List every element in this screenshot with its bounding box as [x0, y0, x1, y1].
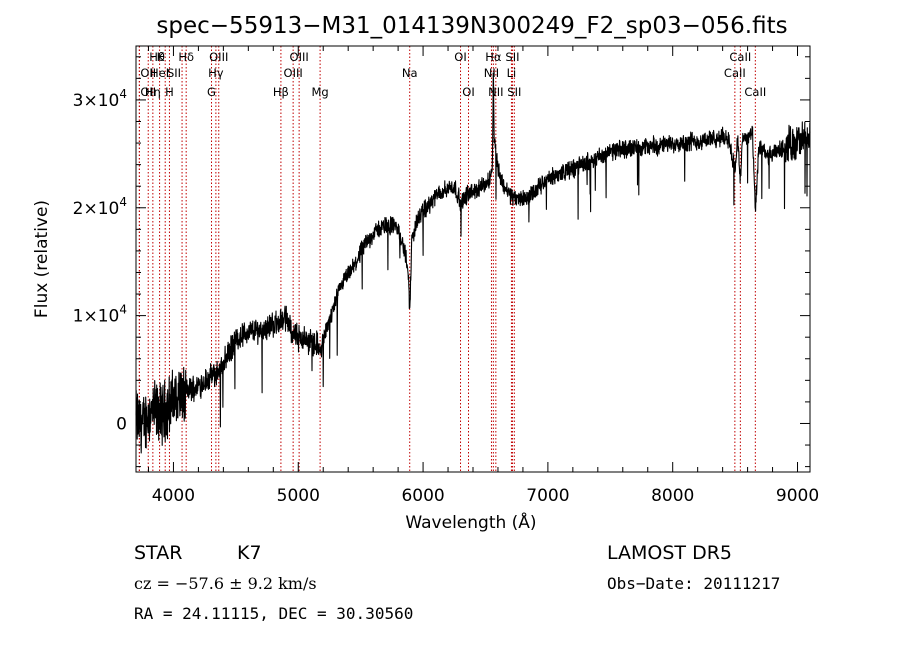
line-label-16: Na [402, 66, 418, 80]
y-tick-label-0: 0 [116, 414, 127, 434]
line-label-20: NII [484, 66, 499, 80]
x-tick-label-3: 7000 [526, 486, 569, 506]
line-label-19: Hα [485, 50, 502, 64]
line-label-3: K [157, 50, 165, 64]
line-label-8: SII [167, 66, 181, 80]
line-label-2: OII [140, 85, 156, 99]
line-label-1: OII [140, 66, 156, 80]
line-label-23: Li [507, 66, 517, 80]
line-label-11: G [207, 85, 216, 99]
survey-name: LAMOST DR5 [607, 542, 732, 564]
line-label-4: HeI [150, 66, 169, 80]
line-label-14: Hβ [273, 85, 289, 99]
x-tick-label-5: 9000 [776, 486, 819, 506]
line-label-17: OI [454, 50, 466, 64]
line-label-21: NII [488, 85, 503, 99]
x-tick-label-1: 5000 [277, 486, 320, 506]
line-label-24: SII [507, 85, 521, 99]
y-axis-label: Flux (relative) [32, 200, 52, 318]
line-label-15: Mg [311, 85, 328, 99]
spectrum-line [135, 72, 811, 454]
line-label-10: Hγ [208, 66, 224, 80]
line-label-5: Hη [145, 85, 161, 99]
coordinates: RA = 24.11115, DEC = 30.30560 [134, 604, 413, 623]
chart-title: spec−55913−M31_014139N300249_F2_sp03−056… [156, 13, 787, 39]
x-axis-ticks: 4000 5000 6000 7000 8000 9000 [147, 46, 819, 506]
line-label-25: CaII [729, 50, 751, 64]
line-label-26: CaII [724, 66, 746, 80]
y-tick-label-3: 3×104 [73, 87, 127, 111]
line-label-12: OIII [290, 50, 309, 64]
line-label-9: OIII [209, 50, 228, 64]
line-label-22: SII [505, 50, 519, 64]
y-tick-label-2: 2×104 [73, 195, 127, 219]
x-axis-label: Wavelength (Å) [405, 511, 536, 533]
line-label-18: OI [462, 85, 474, 99]
x-tick-label-2: 6000 [401, 486, 444, 506]
y-tick-label-1: 1×104 [73, 303, 127, 327]
observation-date: Obs−Date: 20111217 [607, 574, 780, 593]
line-label-13: OIII [284, 66, 303, 80]
plot-frame [135, 45, 811, 473]
line-label-6: H [165, 85, 174, 99]
x-tick-label-0: 4000 [152, 486, 195, 506]
line-label-0: Hθ [149, 50, 165, 64]
object-subclass: K7 [237, 542, 262, 564]
line-label-7: Hδ [178, 50, 194, 64]
spectral-line-markers [138, 46, 756, 472]
y-axis-ticks: 0 1×104 2×104 3×104 [73, 56, 810, 468]
x-tick-label-4: 8000 [651, 486, 694, 506]
redshift-velocity: cz = −57.6 ± 9.2 km/s [134, 574, 317, 593]
object-class: STAR [134, 542, 182, 564]
line-label-27: CaII [744, 85, 766, 99]
